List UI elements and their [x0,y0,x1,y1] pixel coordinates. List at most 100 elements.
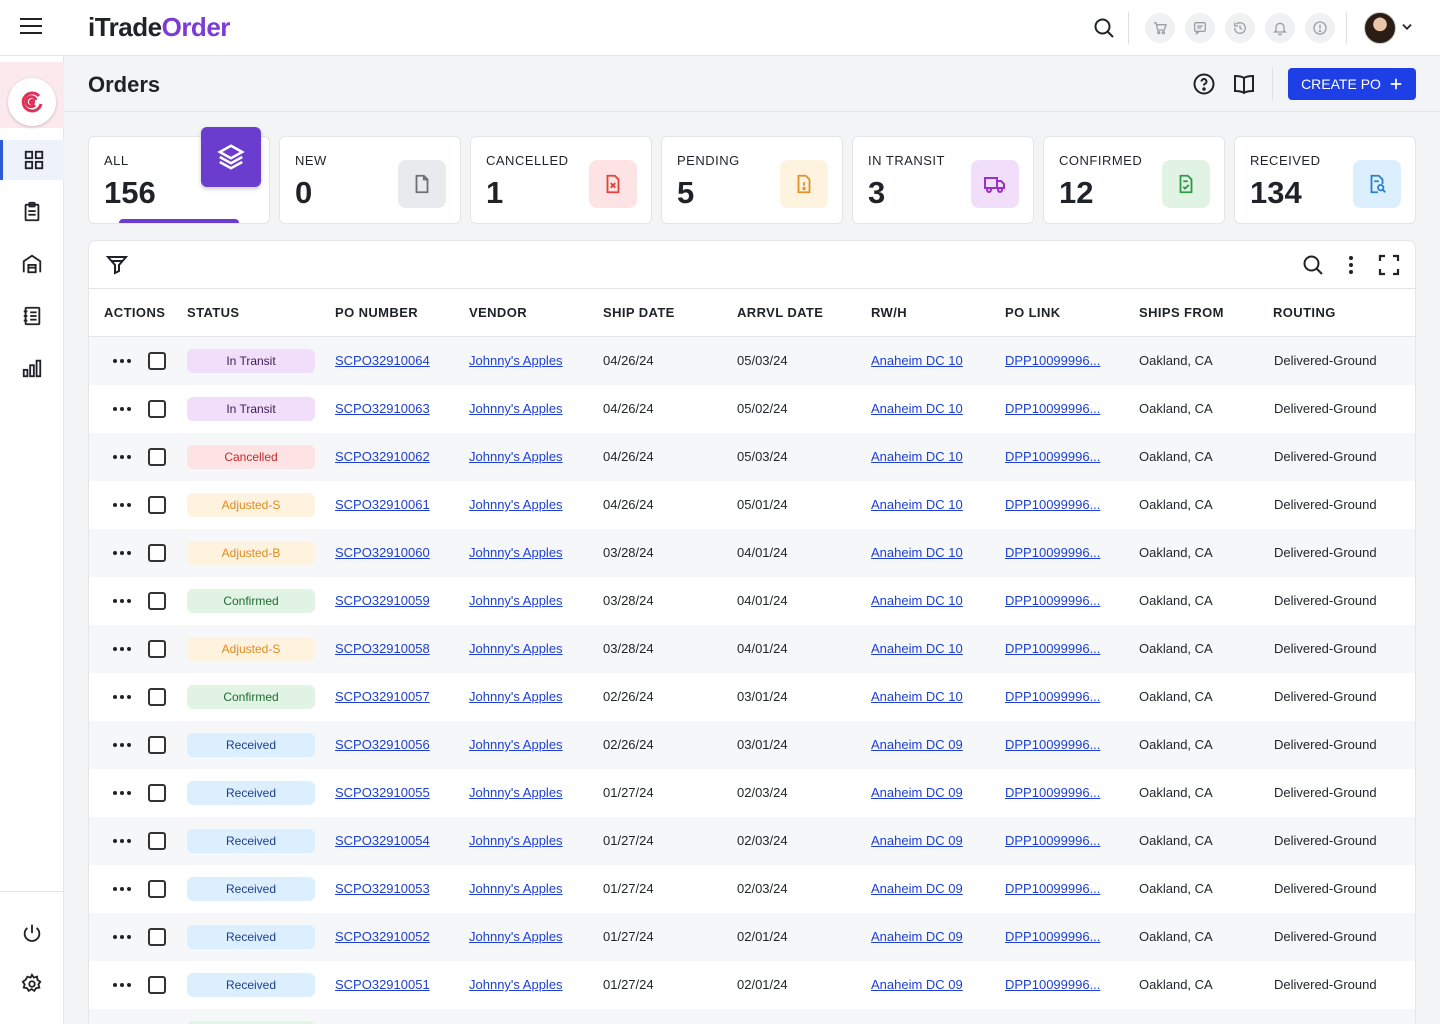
row-checkbox[interactable] [148,591,166,610]
vendor-link[interactable]: Johnny's Apples [469,785,563,800]
status-card-new[interactable]: NEW 0 [279,136,461,224]
table-row[interactable]: In Transit SCPO32910063 Johnny's Apples … [89,384,1415,433]
rwh-link[interactable]: Anaheim DC 10 [871,593,963,608]
row-checkbox[interactable] [148,351,166,370]
po-number-link[interactable]: SCPO32910057 [335,689,430,704]
table-row[interactable]: In Transit SCPO32910064 Johnny's Apples … [89,336,1415,385]
status-card-cancelled[interactable]: CANCELLED 1 [470,136,652,224]
po-link[interactable]: DPP10099996... [1005,737,1101,752]
row-checkbox[interactable] [148,975,166,994]
po-link[interactable]: DPP10099996... [1005,881,1101,896]
row-more-icon[interactable] [113,790,131,795]
row-checkbox[interactable] [148,639,166,658]
sidebar-item-orders[interactable] [0,192,64,232]
sidebar-item-reports[interactable] [0,348,64,388]
vendor-link[interactable]: Johnny's Apples [469,449,563,464]
po-number-link[interactable]: SCPO32910063 [335,401,430,416]
vendor-link[interactable]: Johnny's Apples [469,545,563,560]
vendor-link[interactable]: Johnny's Apples [469,353,563,369]
row-more-icon[interactable] [113,646,131,651]
table-row[interactable]: Confirmed SCPO32910059 Johnny's Apples 0… [89,576,1415,625]
rwh-link[interactable]: Anaheim DC 10 [871,449,963,464]
rwh-link[interactable]: Anaheim DC 10 [871,689,963,704]
po-link[interactable]: DPP10099996... [1005,929,1101,944]
po-number-link[interactable]: SCPO32910062 [335,449,430,464]
po-link[interactable]: DPP10099996... [1005,689,1101,704]
po-number-link[interactable]: SCPO32910064 [335,353,430,369]
vendor-link[interactable]: Johnny's Apples [469,977,563,992]
chevron-down-icon[interactable] [1400,20,1414,34]
row-more-icon[interactable] [113,934,131,939]
fullscreen-icon[interactable] [1377,253,1401,277]
po-link[interactable]: DPP10099996... [1005,977,1101,992]
sidebar-item-warehouse[interactable] [0,244,64,284]
help-icon[interactable] [1192,72,1216,96]
po-number-link[interactable]: SCPO32910053 [335,881,430,896]
column-header-ships-from[interactable]: SHIPS FROM [1139,288,1273,337]
rwh-link[interactable]: Anaheim DC 10 [871,401,963,416]
search-icon[interactable] [1092,16,1116,40]
table-search-icon[interactable] [1301,253,1325,277]
column-header-po-number[interactable]: PO NUMBER [335,288,469,337]
table-row[interactable]: Received SCPO32910054 Johnny's Apples 01… [89,816,1415,865]
column-header-vendor[interactable]: VENDOR [469,288,603,337]
po-number-link[interactable]: SCPO32910058 [335,641,430,656]
vendor-link[interactable]: Johnny's Apples [469,641,563,656]
status-card-confirmed[interactable]: CONFIRMED 12 [1043,136,1225,224]
po-number-link[interactable]: SCPO32910056 [335,737,430,752]
po-link[interactable]: DPP10099996... [1005,833,1101,848]
message-icon[interactable] [1185,13,1215,43]
table-row[interactable]: Confirmed SCPO32910057 Johnny's Apples 0… [89,672,1415,721]
rwh-link[interactable]: Anaheim DC 10 [871,353,963,369]
po-link[interactable]: DPP10099996... [1005,593,1101,608]
table-row[interactable]: Received SCPO32910052 Johnny's Apples 01… [89,912,1415,961]
row-more-icon[interactable] [113,358,131,363]
table-row[interactable]: Adjusted-S SCPO32910058 Johnny's Apples … [89,624,1415,673]
po-link[interactable]: DPP10099996... [1005,449,1101,464]
vendor-link[interactable]: Johnny's Apples [469,881,563,896]
row-checkbox[interactable] [148,543,166,562]
po-link[interactable]: DPP10099996... [1005,545,1101,560]
create-po-button[interactable]: CREATE PO [1288,68,1416,100]
column-header-actions[interactable]: ACTIONS [89,288,187,337]
book-icon[interactable] [1232,72,1256,96]
more-vertical-icon[interactable] [1339,253,1363,277]
status-card-pending[interactable]: PENDING 5 [661,136,843,224]
table-row[interactable]: Received SCPO32910055 Johnny's Apples 01… [89,768,1415,817]
table-row[interactable]: Adjusted-B SCPO32910060 Johnny's Apples … [89,528,1415,577]
po-number-link[interactable]: SCPO32910052 [335,929,430,944]
table-row[interactable]: Received SCPO32910051 Johnny's Apples 01… [89,960,1415,1009]
avatar[interactable] [1364,12,1396,44]
row-more-icon[interactable] [113,982,131,987]
row-checkbox[interactable] [148,399,166,418]
column-header-arrvl-date[interactable]: ARRVL DATE [737,288,871,337]
row-checkbox[interactable] [148,927,166,946]
status-card-in-transit[interactable]: IN TRANSIT 3 [852,136,1034,224]
po-link[interactable]: DPP10099996... [1005,353,1101,369]
row-more-icon[interactable] [113,694,131,699]
row-more-icon[interactable] [113,406,131,411]
po-number-link[interactable]: SCPO32910051 [335,977,430,992]
row-more-icon[interactable] [113,838,131,843]
po-number-link[interactable]: SCPO32910061 [335,497,430,512]
row-checkbox[interactable] [148,447,166,466]
sidebar-item-logout[interactable] [0,913,64,953]
po-link[interactable]: DPP10099996... [1005,497,1101,512]
table-row[interactable]: Received SCPO32910056 Johnny's Apples 02… [89,720,1415,769]
rwh-link[interactable]: Anaheim DC 09 [871,881,963,896]
po-link[interactable]: DPP10099996... [1005,785,1101,800]
rwh-link[interactable]: Anaheim DC 10 [871,641,963,656]
hamburger-menu-icon[interactable] [20,18,44,38]
sidebar-item-dashboard[interactable] [0,140,64,180]
row-more-icon[interactable] [113,742,131,747]
rwh-link[interactable]: Anaheim DC 10 [871,545,963,560]
column-header-ship-date[interactable]: SHIP DATE [603,288,737,337]
row-more-icon[interactable] [113,502,131,507]
po-link[interactable]: DPP10099996... [1005,401,1101,416]
table-row[interactable]: Received SCPO32910053 Johnny's Apples 01… [89,864,1415,913]
po-number-link[interactable]: SCPO32910054 [335,833,430,848]
vendor-link[interactable]: Johnny's Apples [469,497,563,512]
row-more-icon[interactable] [113,598,131,603]
column-header-po-link[interactable]: PO LINK [1005,288,1139,337]
row-checkbox[interactable] [148,879,166,898]
